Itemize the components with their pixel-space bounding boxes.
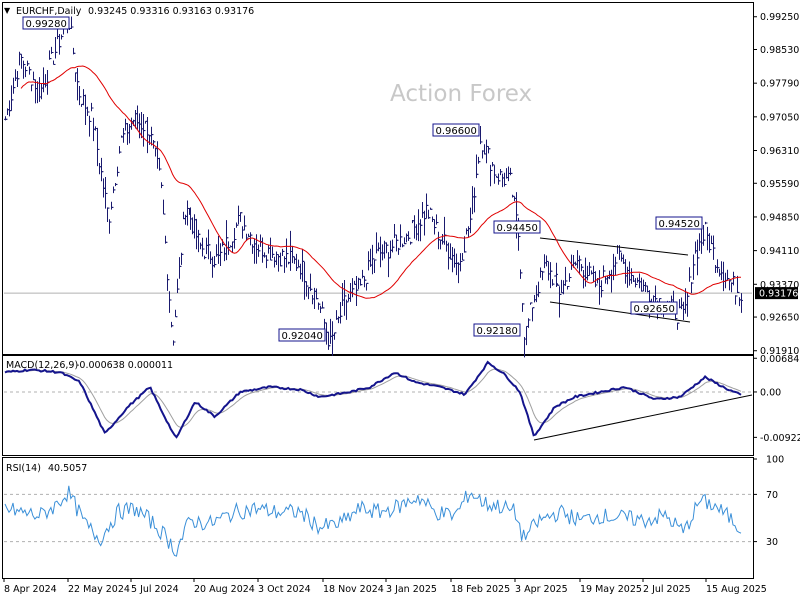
- price-annotation-box: [630, 301, 678, 315]
- channel-lines: [533, 237, 753, 441]
- ohlc-values: 0.93245 0.93316 0.93163 0.93176: [88, 6, 254, 17]
- macd-trend-line: [533, 394, 753, 441]
- rsi-value: 40.5057: [48, 463, 87, 474]
- rsi-title: RSI(14): [6, 463, 41, 474]
- price-annotation-label: 0.94450: [497, 223, 538, 234]
- date-tick-label: 5 Jul 2024: [131, 584, 179, 595]
- price-tick-label: 0.94850: [760, 212, 799, 223]
- grid-layer: [4, 292, 752, 543]
- price-annotation-label: 0.92650: [634, 304, 675, 315]
- price-annotation-box: [22, 16, 70, 30]
- date-tick-label: 3 Apr 2025: [515, 584, 568, 595]
- date-tick-label: 15 Aug 2025: [706, 584, 767, 595]
- date-tick-label: 22 May 2024: [68, 584, 130, 595]
- macd-panel-frame: [2, 355, 754, 456]
- current-price-box: [755, 287, 798, 300]
- date-tick-label: 2 Jul 2025: [643, 584, 691, 595]
- moving-average-line: [20, 65, 742, 299]
- macd-tick-label: -0.00922: [760, 433, 800, 444]
- date-tick-label: 20 Aug 2024: [194, 584, 255, 595]
- channel-upper-line: [539, 237, 689, 256]
- date-tick-label: 19 May 2025: [580, 584, 642, 595]
- price-tick-label: 0.98530: [760, 45, 799, 56]
- macd-tick-label: 0.006843: [760, 354, 800, 365]
- price-annotation-box: [493, 220, 541, 234]
- rsi-tick-label: 70: [766, 490, 778, 501]
- price-annotation-box: [278, 328, 326, 342]
- axis-ticks: 0.99250 0.98530 0.97790 0.97050 0.96310 0.955…: [3, 12, 800, 595]
- current-price-label: 0.93176: [759, 289, 798, 300]
- channel-lower-line: [549, 301, 691, 323]
- price-annotation-label: 0.94520: [659, 219, 700, 230]
- macd-line: [4, 360, 742, 439]
- price-tick-label: 0.92650: [760, 313, 799, 324]
- menu-triangle-icon: ▼: [4, 6, 11, 15]
- price-tick-label: 0.99250: [760, 12, 799, 23]
- price-panel-frame: [2, 2, 754, 355]
- rsi-panel-frame: [2, 457, 754, 579]
- price-tick-label: 0.95590: [760, 179, 799, 190]
- price-tick-label: 0.93370: [760, 280, 799, 291]
- price-annotation-label: 0.92180: [477, 326, 518, 337]
- price-tick-label: 0.94110: [760, 246, 799, 257]
- macd-signal-line: [4, 368, 742, 428]
- price-bars: [4, 16, 743, 358]
- rsi-tick-label: 30: [766, 537, 778, 548]
- price-annotation-label: 0.92040: [282, 331, 323, 342]
- date-tick-label: 8 Apr 2024: [4, 584, 57, 595]
- price-annotation-box: [655, 216, 703, 230]
- macd-values: -0.000638 0.000011: [76, 360, 173, 371]
- price-annotation-label: 0.96600: [436, 126, 477, 137]
- price-annotation-box: [473, 323, 521, 337]
- date-tick-label: 3 Oct 2024: [258, 584, 311, 595]
- date-tick-label: 18 Nov 2024: [323, 584, 384, 595]
- price-tick-label: 0.97790: [760, 79, 799, 90]
- rsi-tick-label: 100: [766, 455, 784, 466]
- annotation-labels: 0.93176 0.99280 0.96600 0.94450 0.94520 0.926…: [22, 16, 798, 342]
- date-tick-label: 18 Feb 2025: [451, 584, 510, 595]
- date-tick-label: 3 Jan 2025: [386, 584, 437, 595]
- price-tick-label: 0.96310: [760, 146, 799, 157]
- price-tick-label: 0.97050: [760, 112, 799, 123]
- watermark: Action Forex: [390, 81, 532, 107]
- macd-title: MACD(12,26,9): [6, 360, 78, 371]
- price-annotation-label: 0.99280: [26, 19, 67, 30]
- price-annotation-box: [432, 123, 480, 137]
- rsi-line: [4, 485, 742, 557]
- indicator-lines: [4, 65, 742, 557]
- macd-tick-label: 0.00: [760, 387, 781, 398]
- symbol-label: EURCHF,Daily: [16, 6, 82, 17]
- price-tick-label: 0.91910: [760, 346, 799, 357]
